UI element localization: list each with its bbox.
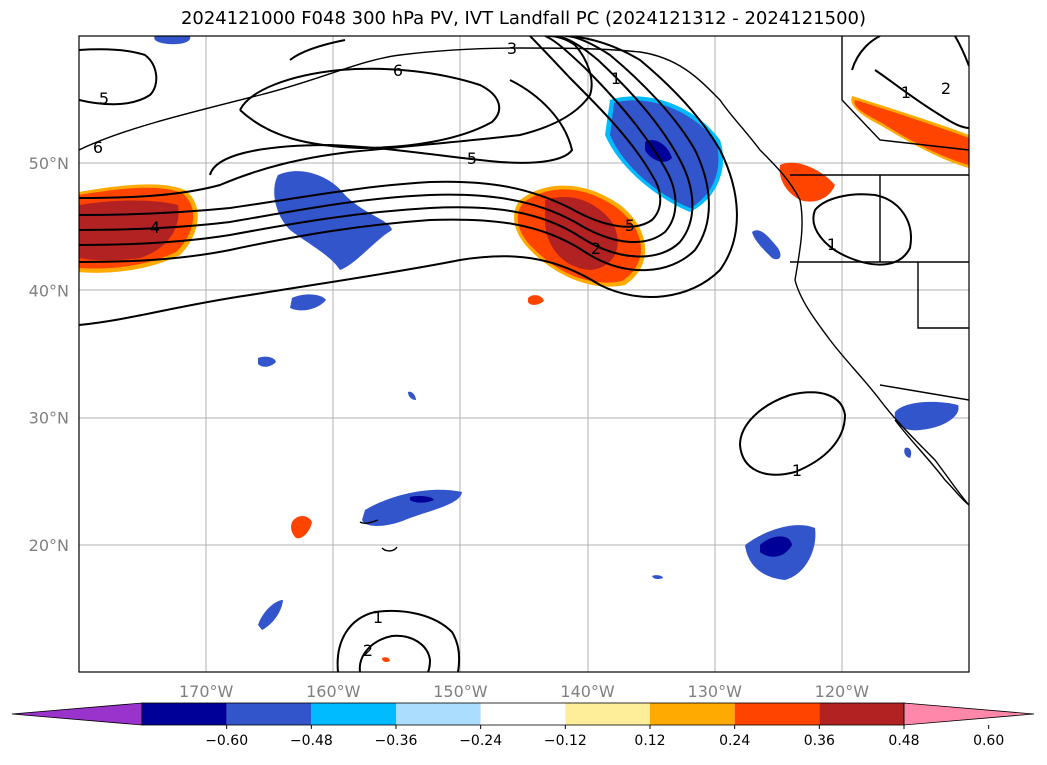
- colorbar-swatch: [396, 703, 481, 725]
- colorbar-swatch: [650, 703, 735, 725]
- gridlines: [79, 36, 969, 672]
- colorbar-tick-label: −0.36: [375, 733, 418, 749]
- longitude-labels: 170°W 160°W 150°W 140°W 130°W 120°W: [179, 682, 869, 701]
- colorbar-tick-label: 0.36: [804, 733, 835, 749]
- contour-label: 2: [363, 641, 373, 660]
- contour-label: 2: [591, 239, 601, 258]
- contour-label: 2: [941, 79, 951, 98]
- colorbar-tick-label: −0.60: [205, 733, 248, 749]
- colorbar: −0.60 −0.48 −0.36 −0.24 −0.12 0.12 0.24 0.36 0.4…: [11, 702, 1035, 749]
- lat-label: 30°N: [29, 409, 69, 428]
- lon-label: 130°W: [688, 682, 743, 701]
- pv-contours: [79, 36, 969, 672]
- contour-label: 1: [611, 69, 621, 88]
- lon-label: 160°W: [306, 682, 361, 701]
- colorbar-swatch: [142, 703, 227, 725]
- colorbar-swatch: [311, 703, 396, 725]
- contour-label: 3: [507, 39, 517, 58]
- contour-label: 1: [373, 608, 383, 627]
- contour-label: 5: [99, 89, 109, 108]
- lat-label: 20°N: [29, 536, 69, 555]
- colorbar-frame: [141, 702, 905, 726]
- latitude-labels: 20°N 30°N 40°N 50°N: [29, 154, 69, 555]
- colorbar-tick-label: 0.60: [973, 733, 1004, 749]
- contour-label: 6: [393, 61, 403, 80]
- lon-label: 150°W: [433, 682, 488, 701]
- contour-label: 4: [150, 218, 160, 237]
- colorbar-swatch: [734, 703, 820, 725]
- coastlines: [79, 36, 969, 552]
- lon-label: 140°W: [560, 682, 615, 701]
- map-panel: [79, 36, 969, 672]
- lat-label: 40°N: [29, 281, 69, 300]
- colorbar-extend-low: [11, 702, 143, 726]
- contour-label: 1: [827, 235, 837, 254]
- colorbar-tick-label: −0.48: [290, 733, 333, 749]
- positive-pv-patches: [79, 96, 969, 662]
- lat-label: 50°N: [29, 154, 69, 173]
- colorbar-swatch: [226, 703, 312, 725]
- colorbar-tick-label: −0.12: [544, 733, 587, 749]
- colorbar-tick-label: 0.24: [719, 733, 750, 749]
- contour-label: 1: [901, 83, 911, 102]
- colorbar-swatch: [565, 703, 650, 725]
- colorbar-swatch: [819, 703, 904, 725]
- colorbar-tick-label: 0.48: [888, 733, 919, 749]
- contour-label: 6: [93, 138, 103, 157]
- map-border: [78, 35, 970, 673]
- colorbar-extend-high: [903, 702, 1035, 726]
- negative-pv-patches: [154, 36, 959, 630]
- contour-label: 1: [792, 461, 802, 480]
- contour-label: 5: [625, 216, 635, 235]
- colorbar-tick-label: −0.24: [459, 733, 502, 749]
- colorbar-swatch: [480, 703, 566, 725]
- contour-label: 5: [467, 149, 477, 168]
- lon-label: 120°W: [815, 682, 870, 701]
- colorbar-tick-label: 0.12: [634, 733, 665, 749]
- lon-label: 170°W: [179, 682, 234, 701]
- map-title: 2024121000 F048 300 hPa PV, IVT Landfall…: [180, 8, 867, 29]
